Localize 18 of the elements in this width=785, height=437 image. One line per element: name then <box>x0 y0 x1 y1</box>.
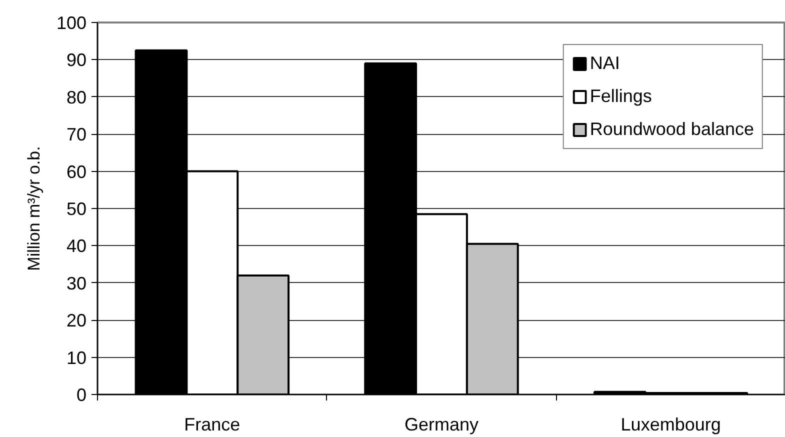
y-tick-label: 0 <box>76 385 87 405</box>
y-tick-label: 70 <box>66 124 87 145</box>
x-tick-label: Germany <box>404 414 479 434</box>
y-tick-label: 90 <box>66 50 87 70</box>
legend-label: Roundwood balance <box>590 119 754 140</box>
legend-label: NAI <box>590 53 620 74</box>
y-tick-label: 80 <box>66 87 87 108</box>
y-tick-label: 60 <box>66 162 87 182</box>
y-tick-label: 100 <box>56 13 87 33</box>
y-tick-label: 50 <box>66 199 87 219</box>
x-tick-label: Luxembourg <box>620 414 721 434</box>
x-tick-label: France <box>184 414 240 434</box>
y-tick-label: 20 <box>66 310 87 331</box>
y-tick-label: 30 <box>66 273 87 294</box>
y-tick-label: 10 <box>66 348 87 368</box>
y-axis-title: Million m³/yr o.b. <box>24 146 44 271</box>
y-tick-label: 40 <box>66 236 87 256</box>
legend-label: Fellings <box>590 86 652 107</box>
